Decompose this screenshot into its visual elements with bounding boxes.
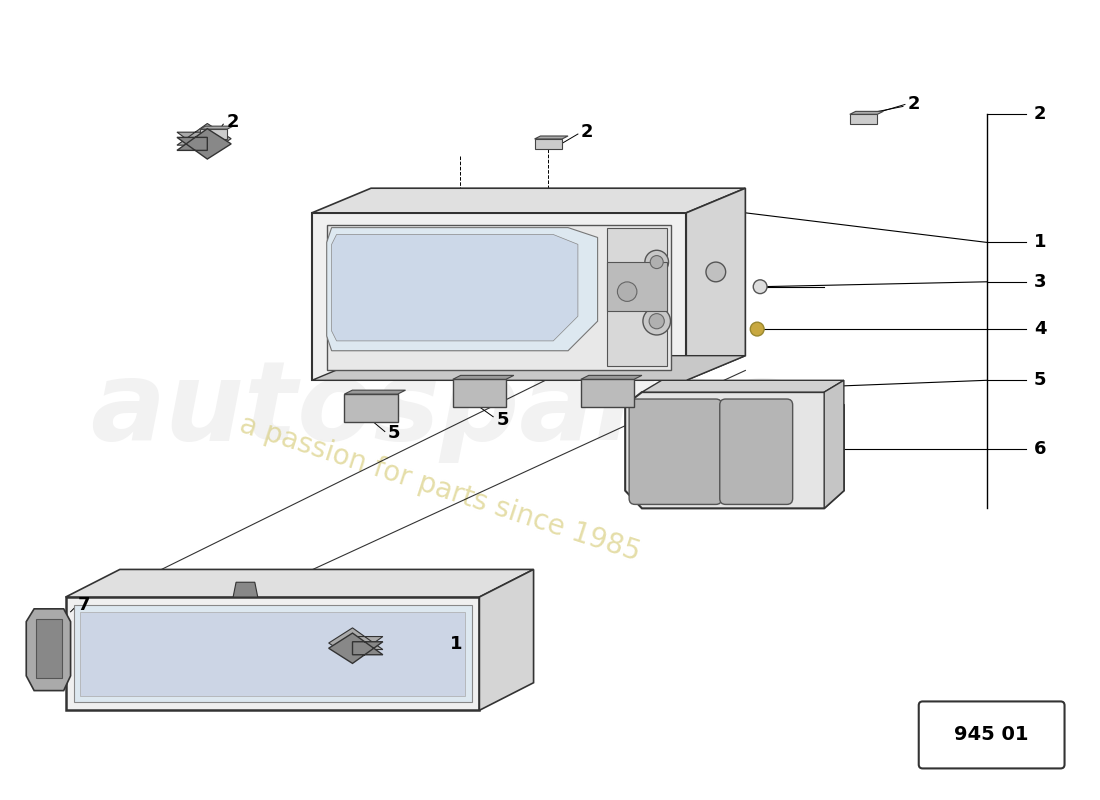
Circle shape (645, 250, 669, 274)
Polygon shape (850, 111, 883, 114)
Text: 3: 3 (1034, 273, 1046, 290)
FancyBboxPatch shape (918, 702, 1065, 769)
Circle shape (617, 282, 637, 302)
Text: 2: 2 (227, 114, 239, 131)
Text: 5: 5 (496, 410, 508, 429)
Polygon shape (327, 225, 671, 370)
Text: a passion for parts since 1985: a passion for parts since 1985 (236, 410, 644, 567)
Text: 6: 6 (1034, 440, 1046, 458)
Polygon shape (312, 356, 746, 380)
Polygon shape (26, 609, 70, 690)
Polygon shape (535, 139, 562, 149)
Circle shape (754, 280, 767, 294)
Circle shape (706, 262, 726, 282)
Polygon shape (453, 375, 514, 379)
Polygon shape (581, 379, 634, 407)
Polygon shape (850, 114, 878, 124)
Text: 945 01: 945 01 (955, 726, 1028, 745)
Text: 2: 2 (1034, 106, 1046, 123)
Polygon shape (74, 605, 472, 702)
Polygon shape (344, 394, 397, 422)
Polygon shape (199, 126, 233, 129)
Text: 7: 7 (77, 596, 90, 614)
Polygon shape (344, 390, 406, 394)
Circle shape (650, 255, 663, 269)
Polygon shape (453, 379, 506, 407)
Text: 4: 4 (1034, 320, 1046, 338)
Text: 2: 2 (908, 95, 921, 114)
Polygon shape (36, 618, 62, 678)
Polygon shape (607, 228, 667, 366)
Polygon shape (581, 375, 642, 379)
Polygon shape (535, 136, 568, 139)
Polygon shape (824, 380, 844, 508)
FancyBboxPatch shape (719, 399, 793, 505)
Text: 1: 1 (1034, 234, 1046, 251)
Circle shape (649, 314, 664, 329)
Polygon shape (625, 392, 844, 508)
Polygon shape (480, 570, 534, 710)
Polygon shape (233, 582, 257, 597)
Polygon shape (177, 123, 231, 154)
Polygon shape (66, 597, 480, 710)
Polygon shape (80, 612, 464, 695)
Polygon shape (312, 188, 746, 213)
Polygon shape (329, 633, 383, 663)
Polygon shape (686, 188, 746, 380)
Polygon shape (66, 570, 534, 597)
Polygon shape (331, 234, 578, 341)
Polygon shape (607, 262, 667, 311)
Polygon shape (177, 129, 231, 159)
Polygon shape (642, 380, 844, 392)
Text: autospares: autospares (90, 356, 790, 463)
Circle shape (642, 307, 671, 335)
Polygon shape (312, 213, 686, 380)
FancyBboxPatch shape (629, 399, 722, 505)
Polygon shape (199, 129, 228, 139)
Circle shape (609, 274, 645, 310)
Polygon shape (327, 228, 597, 350)
Text: 5: 5 (1034, 371, 1046, 390)
Text: 1: 1 (450, 635, 462, 654)
Text: 5: 5 (388, 425, 400, 442)
Circle shape (750, 322, 764, 336)
Text: 2: 2 (581, 123, 593, 141)
Polygon shape (329, 628, 383, 658)
